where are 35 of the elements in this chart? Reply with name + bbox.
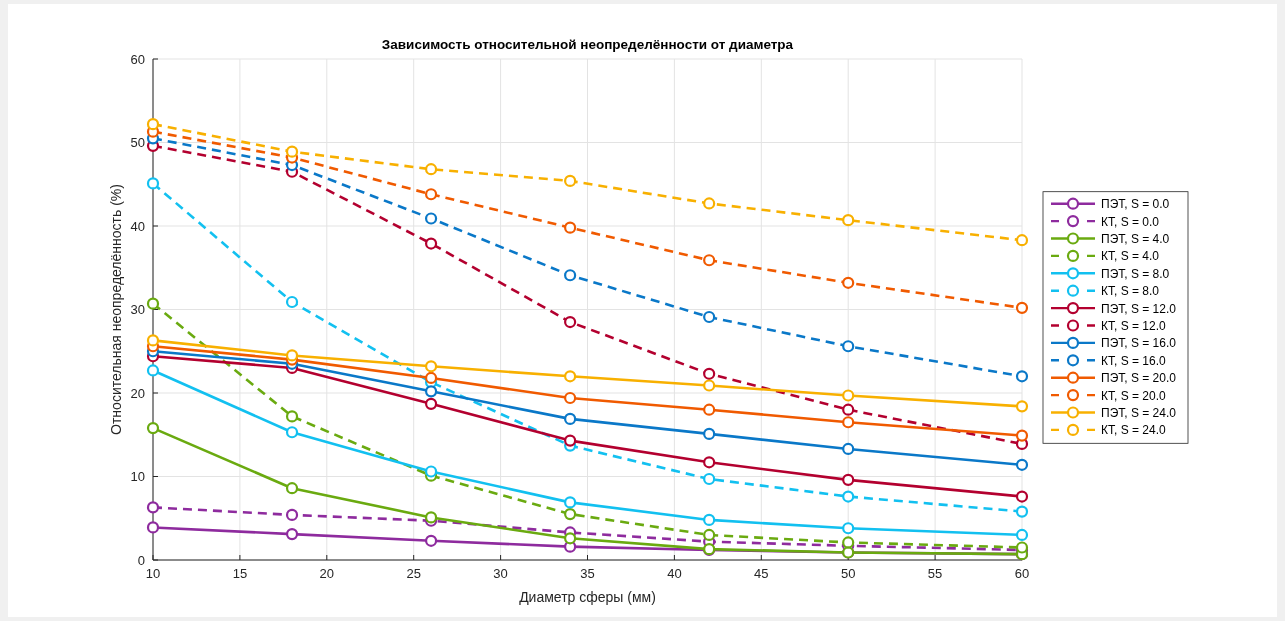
legend-label: ПЭТ, S = 16.0 [1101,336,1177,351]
legend-label: ПЭТ, S = 12.0 [1101,301,1177,316]
x-tick-label: 55 [927,566,943,581]
x-tick-label: 10 [145,566,161,581]
x-tick-label: 50 [840,566,856,581]
y-tick-label: 30 [130,302,145,317]
y-tick-label: 50 [130,135,145,150]
y-tick-label: 20 [130,385,145,401]
legend-label: КТ, S = 0.0 [1101,214,1160,229]
legend-label: ПЭТ, S = 20.0 [1101,371,1177,386]
x-tick-label: 60 [1014,566,1030,581]
legend-label: ПЭТ, S = 8.0 [1101,266,1170,281]
legend-label: КТ, S = 12.0 [1101,319,1167,333]
x-tick-label: 45 [754,566,769,581]
legend-label: КТ, S = 8.0 [1101,284,1160,299]
y-axis-title: Относительная неопределённость (%) [108,184,124,435]
x-tick-label: 25 [406,566,421,581]
x-tick-label: 35 [580,566,595,581]
x-tick-label: 30 [493,566,508,581]
legend-label: КТ, S = 16.0 [1101,353,1167,368]
chart-title: Зависимость относительной неопределённости от диаметра [381,37,794,52]
x-tick-label: 15 [232,566,248,581]
legend-label: ПЭТ, S = 0.0 [1101,197,1170,212]
y-tick-label: 40 [130,218,145,234]
legend-label: КТ, S = 24.0 [1101,423,1167,438]
legend-label: КТ, S = 4.0 [1101,249,1160,264]
y-tick-label: 10 [130,469,145,484]
y-tick-label: 60 [130,51,145,67]
y-tick-label: 0 [137,552,145,568]
x-axis-title: Диаметр сферы (мм) [519,589,656,605]
x-tick-label: 40 [667,566,682,581]
legend-label: ПЭТ, S = 4.0 [1101,232,1170,246]
legend-label: КТ, S = 20.0 [1101,388,1167,403]
x-tick-label: 20 [319,566,335,581]
legend-label: ПЭТ, S = 24.0 [1101,406,1177,420]
